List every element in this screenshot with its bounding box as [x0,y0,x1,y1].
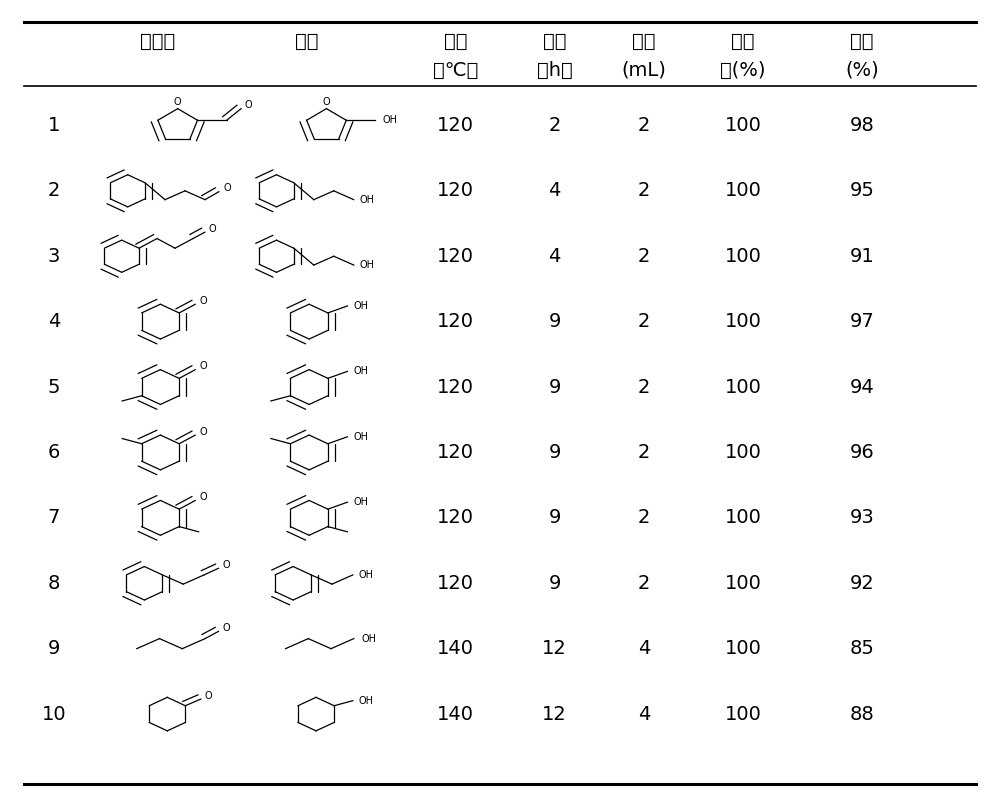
Text: O: O [199,492,207,502]
Text: 2: 2 [638,312,650,331]
Text: 2: 2 [638,574,650,592]
Text: 100: 100 [725,116,761,135]
Text: 100: 100 [725,377,761,397]
Text: 100: 100 [725,639,761,659]
Text: 9: 9 [548,312,561,331]
Text: 100: 100 [725,443,761,462]
Text: 6: 6 [48,443,60,462]
Text: 98: 98 [850,116,874,135]
Text: 2: 2 [638,116,650,135]
Text: 产物: 产物 [295,32,318,51]
Text: 2: 2 [638,509,650,527]
Text: OH: OH [382,115,397,125]
Text: 2: 2 [638,247,650,266]
Text: 4: 4 [48,312,60,331]
Text: （h）: （h） [537,61,572,80]
Text: 时间: 时间 [543,32,566,51]
Text: 100: 100 [725,509,761,527]
Text: 2: 2 [548,116,561,135]
Text: 85: 85 [850,639,874,659]
Text: 100: 100 [725,574,761,592]
Text: 乙醇: 乙醇 [632,32,656,51]
Text: 1: 1 [48,116,60,135]
Text: O: O [245,100,252,110]
Text: 4: 4 [548,181,561,201]
Text: 12: 12 [542,704,567,724]
Text: 9: 9 [548,509,561,527]
Text: OH: OH [359,696,374,706]
Text: 2: 2 [48,181,60,201]
Text: 88: 88 [850,704,874,724]
Text: OH: OH [354,432,369,442]
Text: OH: OH [354,497,369,507]
Text: 4: 4 [638,704,650,724]
Text: O: O [208,224,216,234]
Text: 9: 9 [48,639,60,659]
Text: 9: 9 [548,443,561,462]
Text: 100: 100 [725,181,761,201]
Text: 9: 9 [548,574,561,592]
Text: 100: 100 [725,312,761,331]
Text: 3: 3 [48,247,60,266]
Text: （℃）: （℃） [433,61,478,80]
Text: 120: 120 [437,181,474,201]
Text: 100: 100 [725,247,761,266]
Text: O: O [174,98,182,107]
Text: OH: OH [354,367,369,376]
Text: 率(%): 率(%) [720,61,766,80]
Text: 140: 140 [437,704,474,724]
Text: 4: 4 [548,247,561,266]
Text: 120: 120 [437,247,474,266]
Text: 8: 8 [48,574,60,592]
Text: 91: 91 [850,247,874,266]
Text: 95: 95 [850,181,874,201]
Text: 4: 4 [638,639,650,659]
Text: 94: 94 [850,377,874,397]
Text: O: O [222,560,230,570]
Text: 2: 2 [638,377,650,397]
Text: 120: 120 [437,116,474,135]
Text: 97: 97 [850,312,874,331]
Text: 2: 2 [638,443,650,462]
Text: OH: OH [359,195,374,205]
Text: (%): (%) [845,61,879,80]
Text: OH: OH [361,634,376,644]
Text: 反应物: 反应物 [140,32,176,51]
Text: 100: 100 [725,704,761,724]
Text: O: O [323,98,330,107]
Text: 10: 10 [41,704,66,724]
Text: 120: 120 [437,443,474,462]
Text: 120: 120 [437,312,474,331]
Text: 120: 120 [437,377,474,397]
Text: 2: 2 [638,181,650,201]
Text: 96: 96 [850,443,874,462]
Text: 120: 120 [437,509,474,527]
Text: 5: 5 [48,377,60,397]
Text: OH: OH [359,570,374,580]
Text: O: O [204,691,212,700]
Text: 温度: 温度 [444,32,467,51]
Text: 93: 93 [850,509,874,527]
Text: 120: 120 [437,574,474,592]
Text: O: O [223,183,231,193]
Text: 9: 9 [548,377,561,397]
Text: 产率: 产率 [850,32,874,51]
Text: O: O [199,296,207,305]
Text: 140: 140 [437,639,474,659]
Text: 12: 12 [542,639,567,659]
Text: 转化: 转化 [731,32,755,51]
Text: O: O [223,622,230,633]
Text: 7: 7 [48,509,60,527]
Text: OH: OH [354,301,369,311]
Text: 92: 92 [850,574,874,592]
Text: OH: OH [359,260,374,270]
Text: O: O [199,426,207,437]
Text: O: O [199,361,207,371]
Text: (mL): (mL) [621,61,666,80]
